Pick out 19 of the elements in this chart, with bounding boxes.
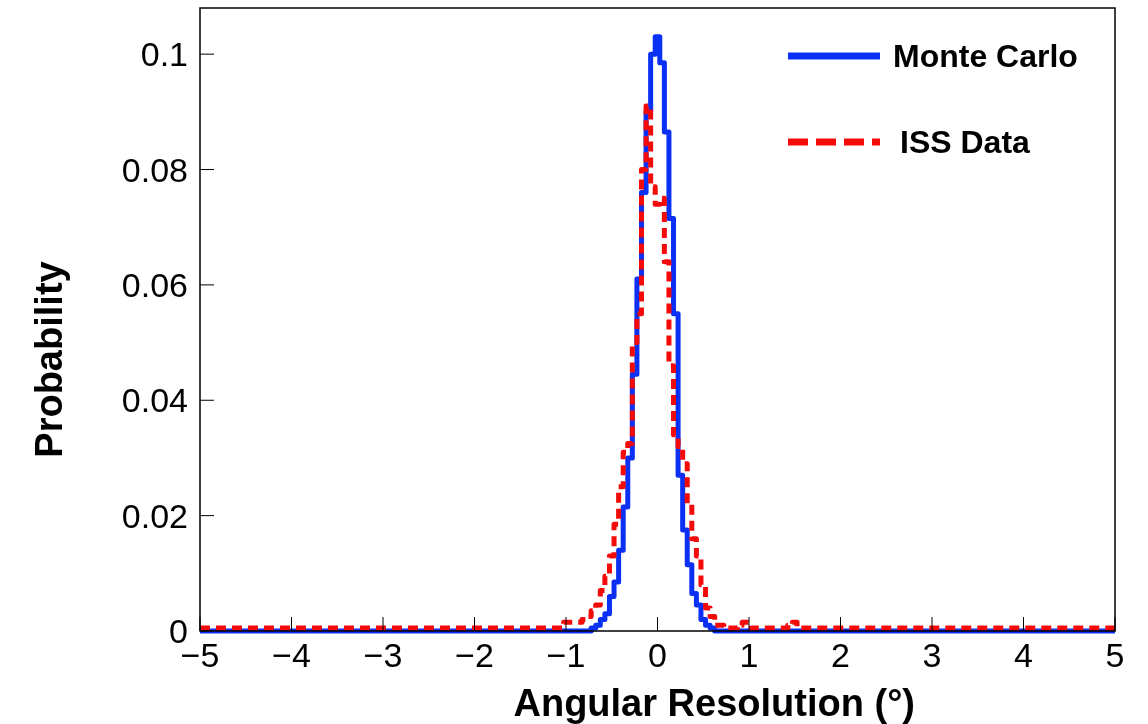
y-tick-label: 0.06	[121, 265, 188, 304]
y-tick-label: 0.08	[121, 150, 188, 189]
x-tick-label: 3	[922, 636, 942, 674]
y-tick-label: 0.1	[140, 35, 188, 74]
x-tick-label: 5	[1105, 636, 1125, 674]
y-axis-title: Probability	[28, 261, 70, 458]
x-axis-title: Angular Resolution (°)	[513, 682, 915, 724]
x-tick-label: −2	[455, 636, 494, 674]
y-tick-label: 0.04	[121, 381, 188, 420]
x-tick-label: −3	[363, 636, 403, 674]
y-tick-label: 0.02	[121, 496, 188, 535]
x-tick-label: −1	[546, 636, 586, 674]
legend-label: Monte Carlo	[893, 38, 1078, 74]
x-tick-label: 0	[648, 636, 667, 674]
x-tick-label: 4	[1014, 636, 1033, 674]
x-tick-label: −4	[272, 636, 311, 674]
legend-label: ISS Data	[900, 124, 1031, 160]
x-tick-label: 1	[739, 636, 759, 674]
x-tick-label: 2	[831, 636, 850, 674]
